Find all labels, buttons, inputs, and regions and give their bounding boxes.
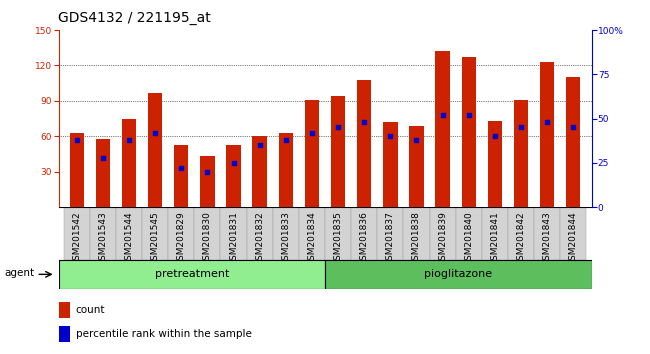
Text: GSM201543: GSM201543: [98, 211, 107, 266]
Text: GSM201840: GSM201840: [464, 211, 473, 266]
Bar: [325, 260, 592, 289]
Point: [98, 155, 108, 160]
Bar: [90, 207, 116, 260]
Bar: [514, 100, 528, 207]
Text: GSM201836: GSM201836: [359, 211, 369, 266]
Bar: [566, 77, 580, 207]
Bar: [410, 126, 424, 207]
Bar: [560, 207, 586, 260]
Bar: [168, 207, 194, 260]
Bar: [64, 207, 90, 260]
Text: GSM201838: GSM201838: [412, 211, 421, 266]
Bar: [194, 207, 220, 260]
Text: GSM201833: GSM201833: [281, 211, 291, 266]
Text: GSM201542: GSM201542: [72, 211, 81, 266]
Point: [202, 169, 213, 175]
Bar: [70, 133, 84, 207]
Point: [359, 119, 369, 125]
Bar: [58, 260, 325, 289]
Text: GSM201839: GSM201839: [438, 211, 447, 266]
Bar: [357, 80, 371, 207]
Point: [542, 119, 552, 125]
Text: GSM201832: GSM201832: [255, 211, 264, 266]
Bar: [174, 144, 188, 207]
Text: GSM201544: GSM201544: [125, 211, 133, 266]
Point: [385, 133, 395, 139]
Text: GSM201829: GSM201829: [177, 211, 186, 266]
Text: GSM201842: GSM201842: [517, 211, 525, 266]
Text: GDS4132 / 221195_at: GDS4132 / 221195_at: [58, 11, 211, 25]
Bar: [299, 207, 325, 260]
Point: [124, 137, 135, 143]
Text: agent: agent: [5, 268, 35, 278]
Bar: [200, 156, 214, 207]
Text: pioglitazone: pioglitazone: [424, 269, 492, 279]
Text: GSM201835: GSM201835: [333, 211, 343, 266]
Bar: [142, 207, 168, 260]
Point: [281, 137, 291, 143]
Point: [411, 137, 422, 143]
Text: GSM201844: GSM201844: [569, 211, 578, 266]
Text: count: count: [75, 305, 105, 315]
Bar: [534, 207, 560, 260]
Point: [437, 112, 448, 118]
Bar: [279, 133, 293, 207]
Point: [568, 125, 578, 130]
Bar: [246, 207, 273, 260]
Bar: [58, 326, 70, 342]
Bar: [226, 144, 240, 207]
Bar: [436, 51, 450, 207]
Bar: [430, 207, 456, 260]
Bar: [462, 57, 476, 207]
Bar: [482, 207, 508, 260]
Point: [333, 125, 343, 130]
Bar: [148, 93, 162, 207]
Text: pretreatment: pretreatment: [155, 269, 229, 279]
Bar: [540, 62, 554, 207]
Point: [307, 130, 317, 136]
Bar: [96, 139, 110, 207]
Text: GSM201841: GSM201841: [490, 211, 499, 266]
Bar: [351, 207, 377, 260]
Point: [228, 160, 239, 166]
Text: GSM201830: GSM201830: [203, 211, 212, 266]
Text: GSM201831: GSM201831: [229, 211, 238, 266]
Bar: [404, 207, 430, 260]
Point: [515, 125, 526, 130]
Point: [150, 130, 161, 136]
Point: [463, 112, 474, 118]
Bar: [508, 207, 534, 260]
Bar: [116, 207, 142, 260]
Bar: [456, 207, 482, 260]
Bar: [377, 207, 404, 260]
Bar: [325, 207, 351, 260]
Bar: [273, 207, 299, 260]
Text: GSM201837: GSM201837: [386, 211, 395, 266]
Bar: [488, 121, 502, 207]
Bar: [220, 207, 246, 260]
Text: GSM201545: GSM201545: [151, 211, 160, 266]
Point: [176, 165, 187, 171]
Point: [255, 142, 265, 148]
Point: [489, 133, 500, 139]
Text: percentile rank within the sample: percentile rank within the sample: [75, 329, 252, 339]
Bar: [252, 136, 267, 207]
Bar: [122, 119, 136, 207]
Text: GSM201843: GSM201843: [543, 211, 552, 266]
Bar: [58, 302, 70, 318]
Bar: [305, 100, 319, 207]
Point: [72, 137, 82, 143]
Bar: [331, 96, 345, 207]
Text: GSM201834: GSM201834: [307, 211, 317, 266]
Bar: [383, 122, 398, 207]
